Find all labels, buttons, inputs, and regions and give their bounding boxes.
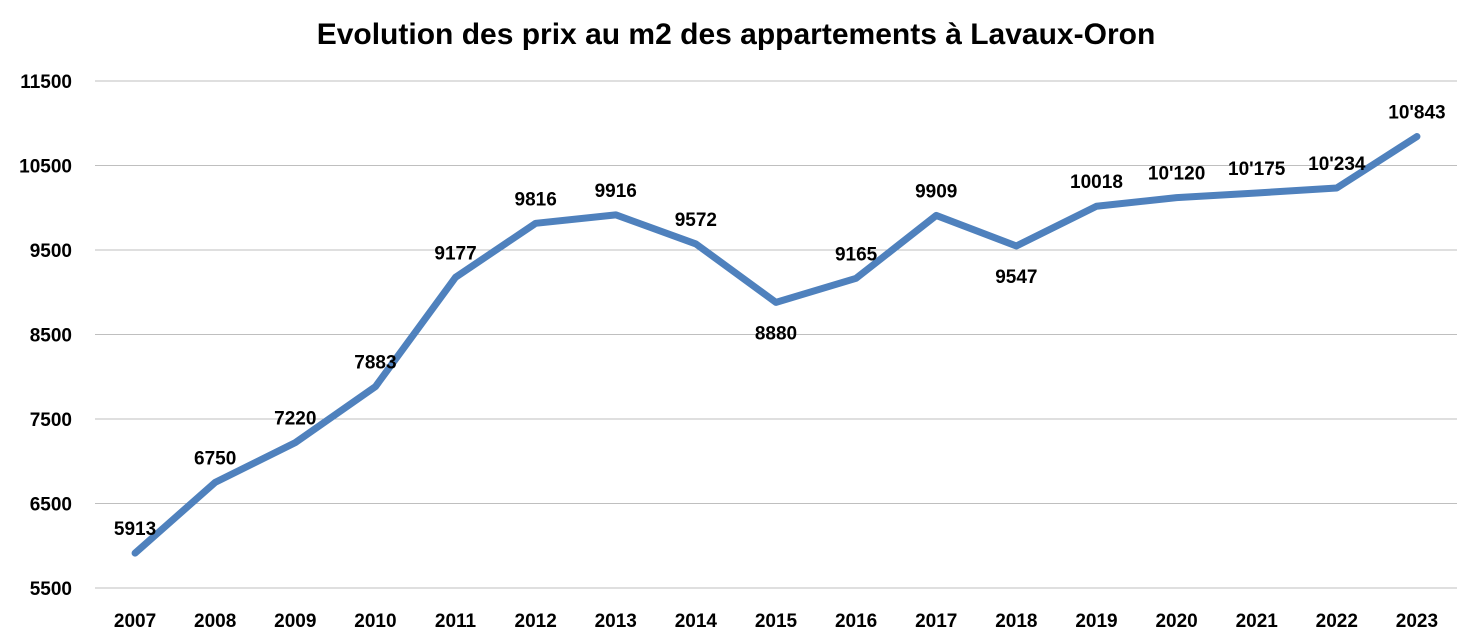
y-tick-label: 9500 [30, 241, 72, 262]
x-tick-label: 2011 [435, 611, 477, 632]
x-tick-label: 2021 [1236, 611, 1279, 632]
data-label: 10'843 [1388, 103, 1445, 124]
x-tick-label: 2019 [1075, 611, 1117, 632]
chart-title: Evolution des prix au m2 des appartement… [317, 18, 1156, 51]
data-label: 9909 [915, 181, 957, 202]
x-tick-label: 2017 [915, 611, 957, 632]
data-label: 10'120 [1148, 164, 1205, 185]
data-label: 9572 [675, 210, 717, 231]
data-label: 9177 [434, 243, 476, 264]
data-label: 9916 [595, 181, 637, 202]
y-axis: 5500 6500 7500 8500 9500 10500 11500 [19, 72, 72, 600]
x-tick-label: 2022 [1316, 611, 1358, 632]
series-group [131, 133, 1421, 557]
data-label: 9165 [835, 244, 878, 265]
x-tick-label: 2018 [995, 611, 1037, 632]
data-label: 9547 [995, 267, 1037, 288]
data-label: 7883 [354, 353, 396, 374]
data-label: 6750 [194, 448, 236, 469]
series-line [131, 133, 1421, 557]
x-tick-label: 2015 [755, 611, 798, 632]
x-tick-label: 2016 [835, 611, 877, 632]
x-tick-label: 2009 [274, 611, 316, 632]
data-label: 10'175 [1228, 159, 1286, 180]
y-tick-label: 7500 [30, 410, 72, 431]
y-tick-label: 10500 [19, 157, 72, 178]
x-tick-label: 2023 [1396, 611, 1438, 632]
data-labels: 5913 6750 7220 7883 9177 9816 9916 9572 8880 9165… [114, 103, 1446, 541]
y-tick-label: 11500 [20, 72, 72, 93]
x-tick-label: 2008 [194, 611, 236, 632]
data-label: 9816 [515, 189, 557, 210]
y-tick-label: 5500 [30, 579, 72, 600]
x-axis: 2007 2008 2009 2010 2011 2012 2013 2014 2015 2016… [114, 611, 1438, 632]
data-label: 10'234 [1308, 154, 1366, 175]
data-label: 8880 [755, 323, 797, 344]
x-tick-label: 2012 [515, 611, 557, 632]
x-tick-label: 2020 [1155, 611, 1197, 632]
data-label: 10018 [1070, 172, 1123, 193]
y-tick-label: 8500 [30, 326, 72, 347]
x-tick-label: 2007 [114, 611, 156, 632]
gridlines [95, 80, 1457, 589]
x-tick-label: 2014 [675, 611, 718, 632]
x-tick-label: 2013 [595, 611, 637, 632]
y-tick-label: 6500 [30, 495, 72, 516]
x-tick-label: 2010 [354, 611, 396, 632]
data-label: 5913 [114, 519, 156, 540]
data-label: 7220 [274, 409, 316, 430]
